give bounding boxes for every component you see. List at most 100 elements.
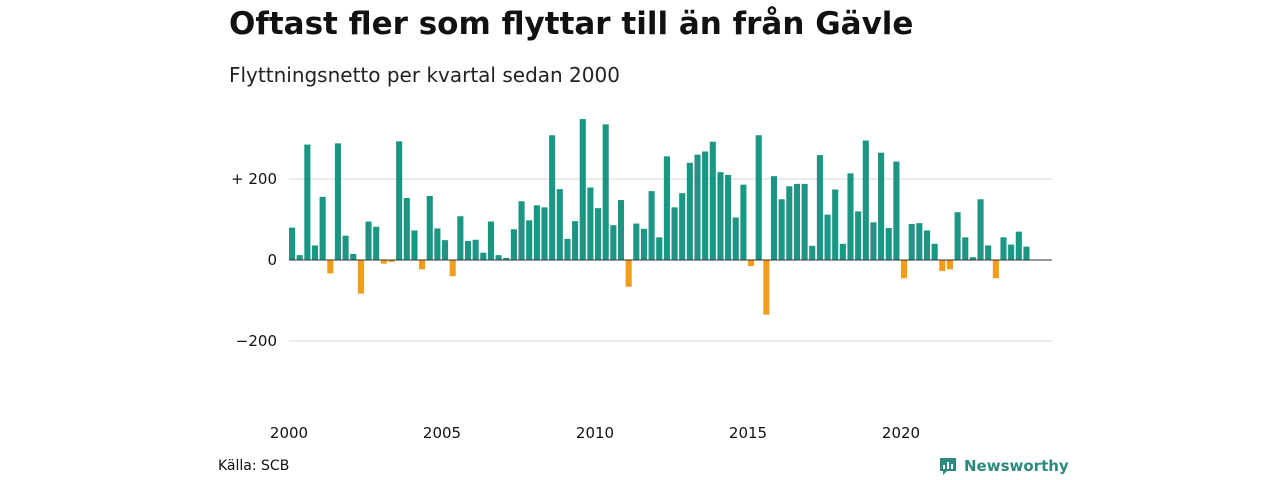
bar bbox=[487, 221, 494, 261]
bar bbox=[847, 173, 854, 260]
bar bbox=[725, 174, 732, 260]
bar bbox=[663, 156, 670, 260]
bar bbox=[640, 228, 647, 260]
chart-title: Oftast fler som flyttar till än från Gäv… bbox=[229, 6, 914, 42]
bar bbox=[503, 257, 510, 261]
bar bbox=[572, 221, 579, 260]
bar bbox=[686, 162, 693, 260]
bar bbox=[472, 239, 479, 260]
bar bbox=[388, 260, 395, 263]
bar bbox=[694, 154, 701, 260]
bar bbox=[816, 155, 823, 260]
y-tick-label: −200 bbox=[236, 332, 277, 350]
bar bbox=[419, 260, 426, 270]
bar bbox=[969, 257, 976, 260]
x-tick-label: 2000 bbox=[270, 424, 308, 442]
bar bbox=[396, 141, 403, 260]
x-tick-label: 2010 bbox=[576, 424, 614, 442]
bar bbox=[939, 260, 946, 271]
x-axis-ticks: 2000 2005 2010 2015 2020 bbox=[270, 424, 920, 442]
y-tick-label: 0 bbox=[267, 251, 277, 269]
bar bbox=[702, 151, 709, 260]
bar bbox=[778, 199, 785, 260]
bar bbox=[763, 260, 770, 315]
bar bbox=[793, 183, 800, 260]
bar bbox=[426, 196, 433, 260]
bar bbox=[434, 228, 441, 260]
bar bbox=[510, 229, 517, 260]
bar bbox=[549, 135, 556, 260]
bar bbox=[740, 184, 747, 260]
bar bbox=[839, 243, 846, 260]
bar bbox=[296, 255, 303, 260]
bar bbox=[442, 240, 449, 261]
bar bbox=[533, 205, 540, 260]
bar bbox=[977, 199, 984, 260]
bar bbox=[610, 225, 617, 260]
bar bbox=[855, 211, 862, 260]
bar bbox=[671, 207, 678, 260]
bar bbox=[587, 187, 594, 260]
bar bbox=[717, 172, 724, 261]
bar bbox=[770, 176, 778, 260]
bar bbox=[893, 161, 900, 260]
bar bbox=[327, 260, 334, 274]
bar bbox=[901, 260, 908, 279]
bar bbox=[985, 245, 992, 260]
bar bbox=[1008, 244, 1015, 260]
x-tick-label: 2020 bbox=[882, 424, 920, 442]
bar bbox=[380, 260, 387, 264]
bar bbox=[304, 144, 311, 260]
bar bbox=[1023, 246, 1030, 260]
bar bbox=[946, 260, 953, 270]
bars bbox=[289, 119, 1030, 315]
bar bbox=[656, 237, 663, 260]
bar bbox=[464, 240, 472, 261]
y-axis-ticks: + 200 0 −200 bbox=[231, 170, 277, 350]
brand-name: Newsworthy bbox=[964, 457, 1069, 475]
x-tick-label: 2005 bbox=[423, 424, 461, 442]
bar bbox=[373, 226, 380, 260]
bar bbox=[870, 222, 877, 260]
bar bbox=[923, 230, 931, 261]
bar bbox=[633, 223, 640, 260]
bar bbox=[625, 260, 632, 287]
bar bbox=[862, 140, 869, 260]
source-note: Källa: SCB bbox=[218, 458, 290, 474]
bar bbox=[755, 135, 762, 260]
grid-lines bbox=[289, 178, 1052, 342]
bar bbox=[617, 200, 625, 260]
bar bbox=[579, 119, 586, 260]
bar bbox=[962, 237, 969, 260]
bar bbox=[403, 198, 410, 260]
bar bbox=[411, 230, 418, 261]
bar bbox=[365, 221, 372, 261]
bar bbox=[357, 260, 364, 294]
bar bbox=[1000, 237, 1007, 260]
bar bbox=[319, 196, 326, 260]
bar bbox=[289, 227, 296, 260]
x-tick-label: 2015 bbox=[729, 424, 767, 442]
bar bbox=[786, 186, 793, 260]
bar bbox=[541, 207, 548, 260]
bar bbox=[709, 141, 716, 260]
bar bbox=[931, 243, 938, 260]
bar bbox=[732, 217, 739, 260]
bar bbox=[824, 214, 831, 260]
bar bbox=[556, 189, 563, 261]
bar bbox=[885, 228, 892, 260]
bar bbox=[1015, 231, 1022, 260]
y-tick-label: + 200 bbox=[231, 170, 277, 188]
bar bbox=[518, 201, 525, 261]
bar bbox=[916, 223, 923, 260]
brand-logo[interactable]: Newsworthy bbox=[938, 456, 1069, 476]
bar bbox=[526, 220, 533, 260]
bar bbox=[495, 255, 502, 260]
bar bbox=[878, 152, 885, 261]
bar bbox=[311, 245, 319, 260]
bar bbox=[595, 208, 602, 260]
bar bbox=[648, 191, 655, 260]
bar bbox=[564, 238, 571, 260]
bar bbox=[992, 260, 999, 279]
